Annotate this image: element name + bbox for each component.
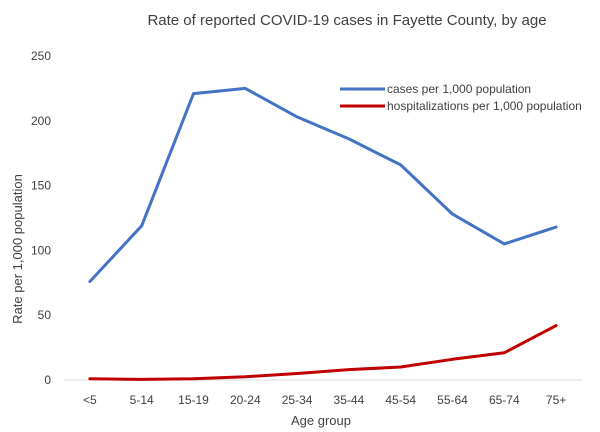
series-line-cases xyxy=(88,86,558,283)
x-tick-label: 45-54 xyxy=(385,393,416,407)
y-tick-label: 200 xyxy=(31,114,51,128)
legend: cases per 1,000 population hospitalizati… xyxy=(340,82,582,113)
x-tick-label: 55-64 xyxy=(437,393,468,407)
x-tick-label: 20-24 xyxy=(230,393,261,407)
y-axis-ticks: 0 50 100 150 200 250 xyxy=(31,49,51,387)
series-lines xyxy=(88,86,558,381)
legend-label-hospitalizations: hospitalizations per 1,000 population xyxy=(387,99,582,113)
x-axis-label: Age group xyxy=(291,413,351,428)
x-axis-ticks: <5 5-14 15-19 20-24 25-34 35-44 45-54 55-64 65-7… xyxy=(83,393,566,407)
chart-title: Rate of reported COVID-19 cases in Fayet… xyxy=(147,12,546,29)
x-tick-label: 5-14 xyxy=(130,393,154,407)
y-tick-label: 50 xyxy=(38,308,52,322)
x-tick-label: 65-74 xyxy=(489,393,520,407)
x-tick-label: 15-19 xyxy=(178,393,209,407)
y-tick-label: 0 xyxy=(44,373,51,387)
y-axis-label: Rate per 1,000 population xyxy=(10,174,25,324)
x-tick-label: 75+ xyxy=(546,393,566,407)
legend-label-cases: cases per 1,000 population xyxy=(387,82,531,96)
y-tick-label: 100 xyxy=(31,243,51,257)
x-tick-label: <5 xyxy=(83,393,97,407)
y-tick-label: 250 xyxy=(31,49,51,63)
series-line-hospitalizations xyxy=(88,324,558,381)
x-tick-label: 35-44 xyxy=(334,393,365,407)
x-tick-label: 25-34 xyxy=(282,393,313,407)
y-tick-label: 150 xyxy=(31,179,51,193)
